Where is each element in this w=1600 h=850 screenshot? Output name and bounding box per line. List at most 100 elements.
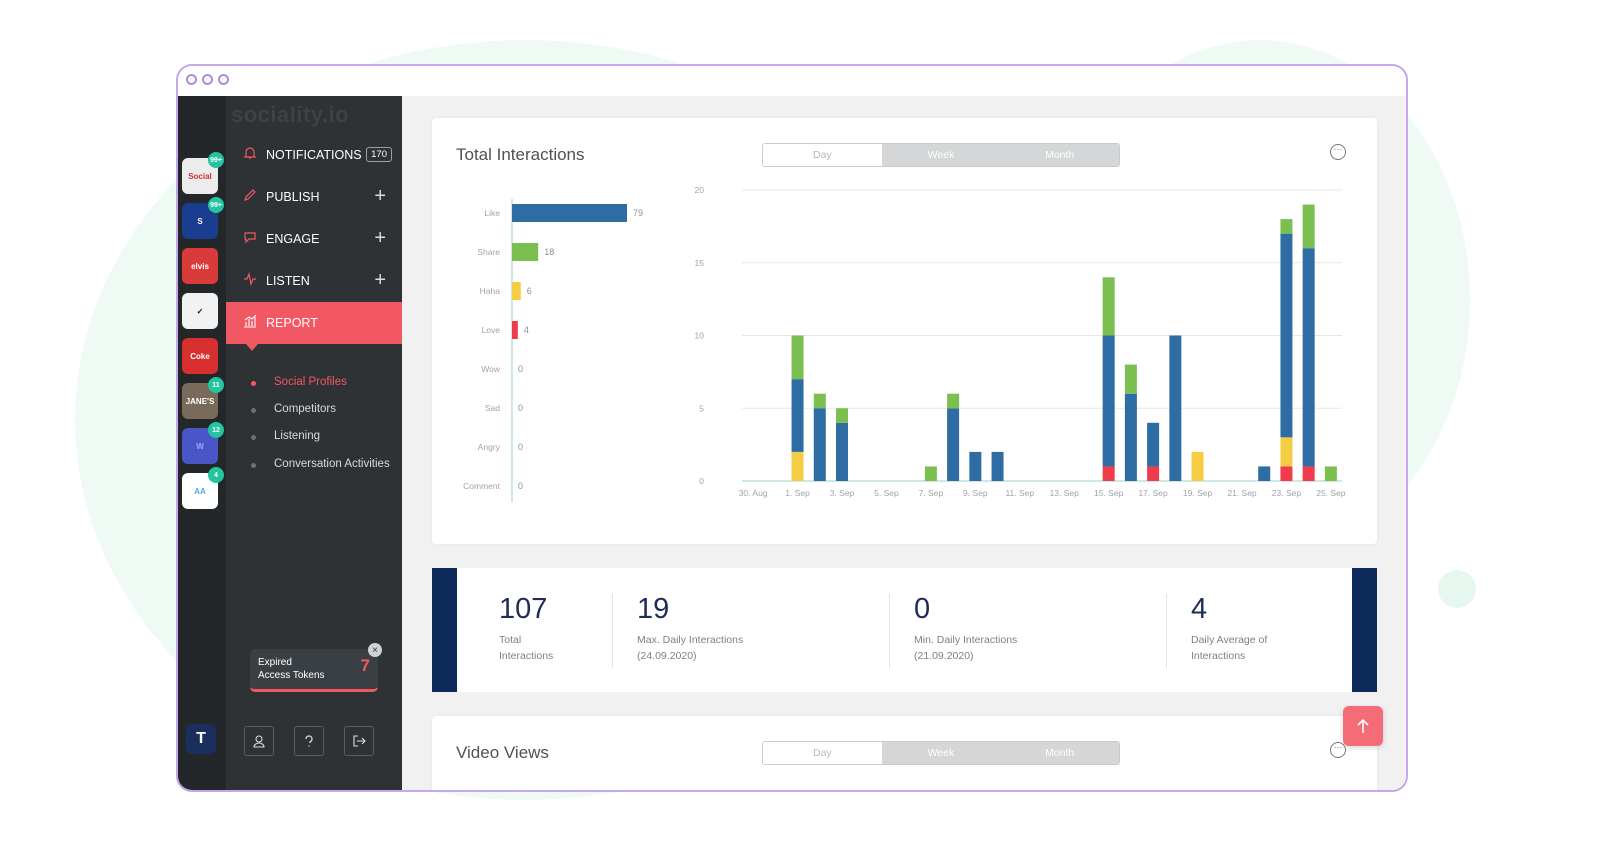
divider bbox=[1166, 594, 1167, 668]
stat-value: 19 bbox=[637, 593, 670, 625]
submenu-label: Competitors bbox=[274, 403, 336, 415]
category-label: Angry bbox=[478, 442, 501, 452]
tab-month[interactable]: Month bbox=[1000, 144, 1119, 166]
stacked-bar-segment bbox=[1169, 335, 1182, 481]
pulse-icon bbox=[244, 272, 256, 286]
question-icon bbox=[305, 735, 313, 747]
stat-label-line2: (21.09.2020) bbox=[914, 650, 974, 662]
x-tick-label: 21. Sep bbox=[1227, 488, 1257, 498]
stat-label: Max. Daily Interactions (24.09.2020) bbox=[637, 632, 743, 664]
stacked-bar-segment bbox=[1102, 466, 1115, 481]
account-avatar[interactable]: Social 99+ bbox=[182, 152, 224, 194]
engage-expand-icon[interactable]: + bbox=[374, 227, 386, 249]
stacked-bar-segment bbox=[1147, 466, 1160, 481]
stat-label-line2: Interactions bbox=[1191, 650, 1246, 662]
stacked-bar-segment bbox=[1191, 451, 1204, 481]
stat-label-line1: Min. Daily Interactions bbox=[914, 634, 1018, 646]
expired-tokens-label: Expired Access Tokens bbox=[258, 656, 325, 682]
stacked-bar-segment bbox=[1102, 277, 1115, 336]
menu-publish[interactable]: PUBLISH + bbox=[226, 176, 402, 218]
window-dot-1[interactable] bbox=[186, 74, 197, 85]
value-label: 0 bbox=[518, 481, 523, 491]
expired-tokens-count: 7 bbox=[360, 656, 370, 675]
divider bbox=[612, 594, 613, 668]
user-icon bbox=[253, 735, 265, 748]
stat-value: 107 bbox=[499, 593, 548, 625]
stat-max-daily: 19 Max. Daily Interactions (24.09.2020) bbox=[637, 593, 743, 664]
category-label: Comment bbox=[463, 481, 500, 491]
submenu-label: Social Profiles bbox=[274, 376, 347, 388]
account-count-badge: 11 bbox=[208, 377, 224, 393]
stacked-bar-segment bbox=[1280, 437, 1293, 467]
account-count-badge: 4 bbox=[208, 467, 224, 483]
bullet-icon bbox=[251, 381, 256, 386]
x-tick-label: 5. Sep bbox=[874, 488, 899, 498]
stats-left-accent bbox=[432, 568, 457, 692]
listen-expand-icon[interactable]: + bbox=[374, 269, 386, 291]
value-label: 0 bbox=[518, 364, 523, 374]
x-tick-label: 17. Sep bbox=[1138, 488, 1168, 498]
tab-month[interactable]: Month bbox=[1000, 742, 1119, 764]
bar bbox=[512, 243, 539, 261]
menu-engage-label: ENGAGE bbox=[266, 232, 320, 246]
window-dot-3[interactable] bbox=[218, 74, 229, 85]
x-tick-label: 7. Sep bbox=[919, 488, 944, 498]
report-caret-icon bbox=[246, 344, 258, 351]
browser-window: Social 99+ S 99+ elvis ✓ Coke JANE'S 11 W 12 AA 4 T … bbox=[176, 64, 1408, 792]
divider bbox=[889, 594, 890, 668]
value-label: 18 bbox=[544, 247, 554, 257]
x-tick-label: 13. Sep bbox=[1050, 488, 1080, 498]
category-label: Sad bbox=[485, 403, 500, 413]
account-avatar[interactable]: elvis bbox=[182, 248, 218, 284]
bar bbox=[512, 282, 521, 300]
account-avatar[interactable]: W 12 bbox=[182, 422, 224, 464]
window-titlebar bbox=[178, 66, 1406, 96]
x-tick-label: 11. Sep bbox=[1005, 488, 1034, 498]
x-tick-label: 15. Sep bbox=[1094, 488, 1124, 498]
x-tick-label: 1. Sep bbox=[785, 488, 810, 498]
menu-listen[interactable]: LISTEN + bbox=[226, 260, 402, 302]
total-interactions-title: Total Interactions bbox=[456, 145, 585, 164]
logout-button[interactable] bbox=[344, 726, 374, 756]
expired-tokens-notice[interactable]: Expired Access Tokens 7 × bbox=[250, 643, 382, 692]
stacked-bar-segment bbox=[791, 335, 804, 380]
daily-interactions-chart: 0 5 10 15 20 30. Aug 1. Sep 3. Sep 5. Sep 7. Sep 9… bbox=[695, 185, 1346, 498]
bullet-icon bbox=[251, 435, 256, 440]
scroll-to-top-button[interactable] bbox=[1343, 706, 1383, 746]
stat-label-line1: Total bbox=[499, 634, 522, 646]
stacked-bar-segment bbox=[1324, 466, 1337, 481]
menu-report[interactable]: REPORT bbox=[226, 302, 402, 344]
menu-engage[interactable]: ENGAGE + bbox=[226, 218, 402, 260]
chat-bubble-icon bbox=[244, 232, 256, 244]
bar bbox=[512, 321, 518, 339]
tab-week[interactable]: Week bbox=[881, 742, 1001, 764]
stacked-bar-segment bbox=[1302, 204, 1315, 249]
tab-day[interactable]: Day bbox=[763, 144, 882, 166]
account-avatar[interactable]: AA 4 bbox=[182, 467, 224, 509]
help-button[interactable] bbox=[294, 726, 324, 756]
account-avatar[interactable]: ✓ bbox=[182, 293, 218, 329]
close-icon[interactable]: × bbox=[368, 643, 382, 657]
period-toggle: Day Week Month bbox=[762, 143, 1120, 167]
more-options-icon[interactable]: ··· bbox=[1330, 742, 1346, 758]
workspace-logo[interactable]: T bbox=[186, 724, 216, 754]
stat-value: 0 bbox=[914, 593, 931, 625]
pencil-icon bbox=[244, 189, 256, 201]
publish-expand-icon[interactable]: + bbox=[374, 185, 386, 207]
tab-week[interactable]: Week bbox=[881, 144, 1001, 166]
more-options-icon[interactable]: ··· bbox=[1330, 144, 1346, 160]
stacked-bar-segment bbox=[969, 451, 982, 481]
tab-day[interactable]: Day bbox=[763, 742, 882, 764]
account-count-badge: 99+ bbox=[208, 197, 224, 213]
y-tick-label: 20 bbox=[695, 185, 705, 195]
profile-button[interactable] bbox=[244, 726, 274, 756]
account-avatar[interactable]: S 99+ bbox=[182, 197, 224, 239]
account-avatar[interactable]: JANE'S 11 bbox=[182, 377, 224, 419]
account-count-badge: 99+ bbox=[208, 152, 224, 168]
menu-notifications[interactable]: NOTIFICATIONS 170 bbox=[226, 134, 402, 176]
window-dot-2[interactable] bbox=[202, 74, 213, 85]
period-toggle: Day Week Month bbox=[762, 741, 1120, 765]
bullet-icon bbox=[251, 463, 256, 468]
category-label: Haha bbox=[480, 286, 501, 296]
account-avatar[interactable]: Coke bbox=[182, 338, 218, 374]
